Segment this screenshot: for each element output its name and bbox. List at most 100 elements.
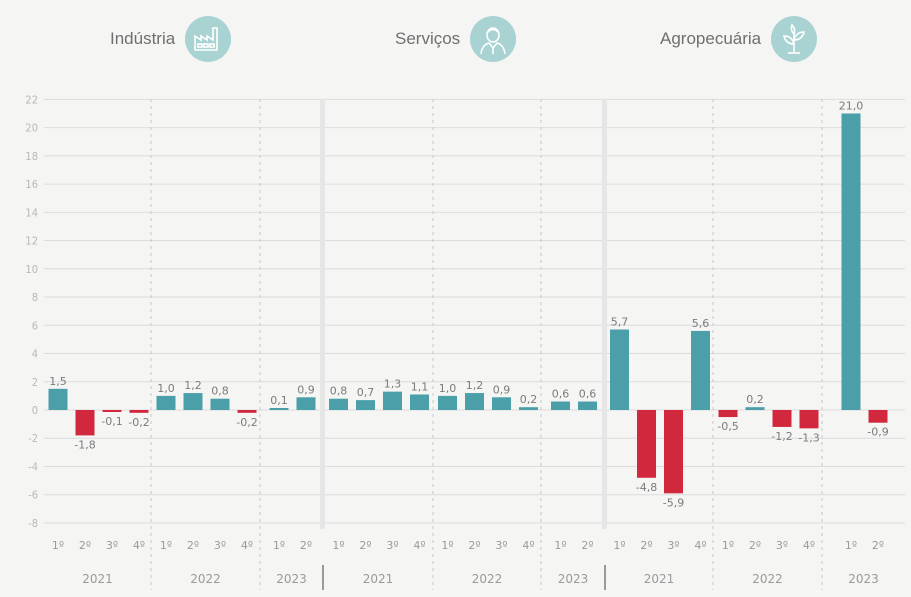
year-label: 2022: [472, 572, 503, 586]
quarter-label: 3º: [667, 539, 679, 552]
data-label: 5,7: [611, 316, 629, 329]
bar: [519, 407, 538, 410]
data-label: 1,3: [384, 378, 402, 391]
data-label: 1,2: [466, 379, 484, 392]
data-label: 0,2: [520, 393, 538, 406]
data-label: 5,6: [692, 317, 710, 330]
data-label: 1,1: [411, 380, 429, 393]
y-tick-label: 6: [32, 319, 38, 332]
quarter-label: 4º: [133, 539, 145, 552]
data-label: -0,5: [717, 420, 738, 433]
data-label: 0,1: [270, 394, 288, 407]
data-label: 0,6: [552, 388, 570, 401]
y-tick-label: 16: [25, 178, 38, 191]
bar: [103, 410, 122, 412]
panel-separator: [320, 99, 325, 529]
quarter-label: 3º: [495, 539, 507, 552]
data-label: -4,8: [636, 481, 657, 494]
quarter-label: 1º: [160, 539, 172, 552]
quarter-label: 1º: [554, 539, 566, 552]
y-tick-label: -6: [28, 489, 38, 502]
bar: [492, 397, 511, 410]
quarter-label: 1º: [52, 539, 64, 552]
quarter-label: 2º: [187, 539, 199, 552]
bar: [297, 397, 316, 410]
y-tick-label: 10: [25, 263, 38, 276]
data-label: -1,8: [74, 438, 95, 451]
bar: [329, 399, 348, 410]
quarter-label: 1º: [441, 539, 453, 552]
year-label: 2021: [644, 572, 675, 586]
quarter-label: 4º: [522, 539, 534, 552]
quarter-label: 2º: [468, 539, 480, 552]
panel-separator: [602, 99, 607, 529]
bar: [773, 410, 792, 427]
quarter-label: 2º: [300, 539, 312, 552]
y-tick-label: 20: [25, 122, 38, 135]
data-label: -0,1: [101, 415, 122, 428]
quarter-label: 2º: [79, 539, 91, 552]
bar: [49, 389, 68, 410]
y-tick-label: 2: [32, 376, 38, 389]
data-label: -5,9: [663, 496, 684, 509]
quarter-label: 1º: [273, 539, 285, 552]
quarter-label: 2º: [749, 539, 761, 552]
bar: [800, 410, 819, 428]
bar: [184, 393, 203, 410]
data-label: 0,2: [746, 393, 764, 406]
data-label: 21,0: [839, 99, 864, 112]
bar: [842, 113, 861, 410]
bar: [238, 410, 257, 413]
bar: [270, 408, 289, 410]
quarter-label: 3º: [776, 539, 788, 552]
y-tick-label: 0: [32, 404, 38, 417]
quarter-label: 1º: [332, 539, 344, 552]
quarter-label: 4º: [694, 539, 706, 552]
data-label: 1,0: [157, 382, 175, 395]
data-label: -0,9: [867, 426, 888, 439]
data-label: -1,3: [798, 431, 819, 444]
quarter-label: 3º: [106, 539, 118, 552]
quarter-label: 1º: [613, 539, 625, 552]
bar: [211, 399, 230, 410]
y-tick-label: 12: [25, 235, 38, 248]
year-label: 2021: [82, 572, 113, 586]
bar: [746, 407, 765, 410]
quarter-label: 2º: [581, 539, 593, 552]
quarter-label: 2º: [872, 539, 884, 552]
bar: [465, 393, 484, 410]
quarter-label: 4º: [413, 539, 425, 552]
y-tick-label: -4: [28, 460, 38, 473]
bar: [410, 394, 429, 410]
year-label: 2023: [848, 572, 879, 586]
bar: [664, 410, 683, 493]
y-tick-label: 18: [25, 150, 38, 163]
quarter-label: 4º: [241, 539, 253, 552]
data-label: 0,8: [211, 385, 229, 398]
data-label: 0,9: [297, 383, 315, 396]
quarter-label: 4º: [803, 539, 815, 552]
data-label: 1,5: [49, 375, 67, 388]
data-label: 1,0: [439, 382, 457, 395]
y-tick-label: -8: [28, 517, 38, 530]
data-label: -0,2: [128, 416, 149, 429]
bar: [578, 402, 597, 410]
bar: [356, 400, 375, 410]
data-label: 0,6: [579, 388, 597, 401]
bar: [719, 410, 738, 417]
quarter-label: 2º: [359, 539, 371, 552]
bar: [869, 410, 888, 423]
data-label: 0,9: [493, 383, 511, 396]
bar: [76, 410, 95, 435]
quarter-label: 1º: [845, 539, 857, 552]
year-label: 2022: [190, 572, 221, 586]
quarter-label: 2º: [640, 539, 652, 552]
data-label: 1,2: [184, 379, 202, 392]
bar: [610, 330, 629, 410]
data-label: -1,2: [771, 430, 792, 443]
bar: [438, 396, 457, 410]
bar: [157, 396, 176, 410]
bar: [383, 392, 402, 410]
y-tick-label: 22: [25, 93, 38, 106]
